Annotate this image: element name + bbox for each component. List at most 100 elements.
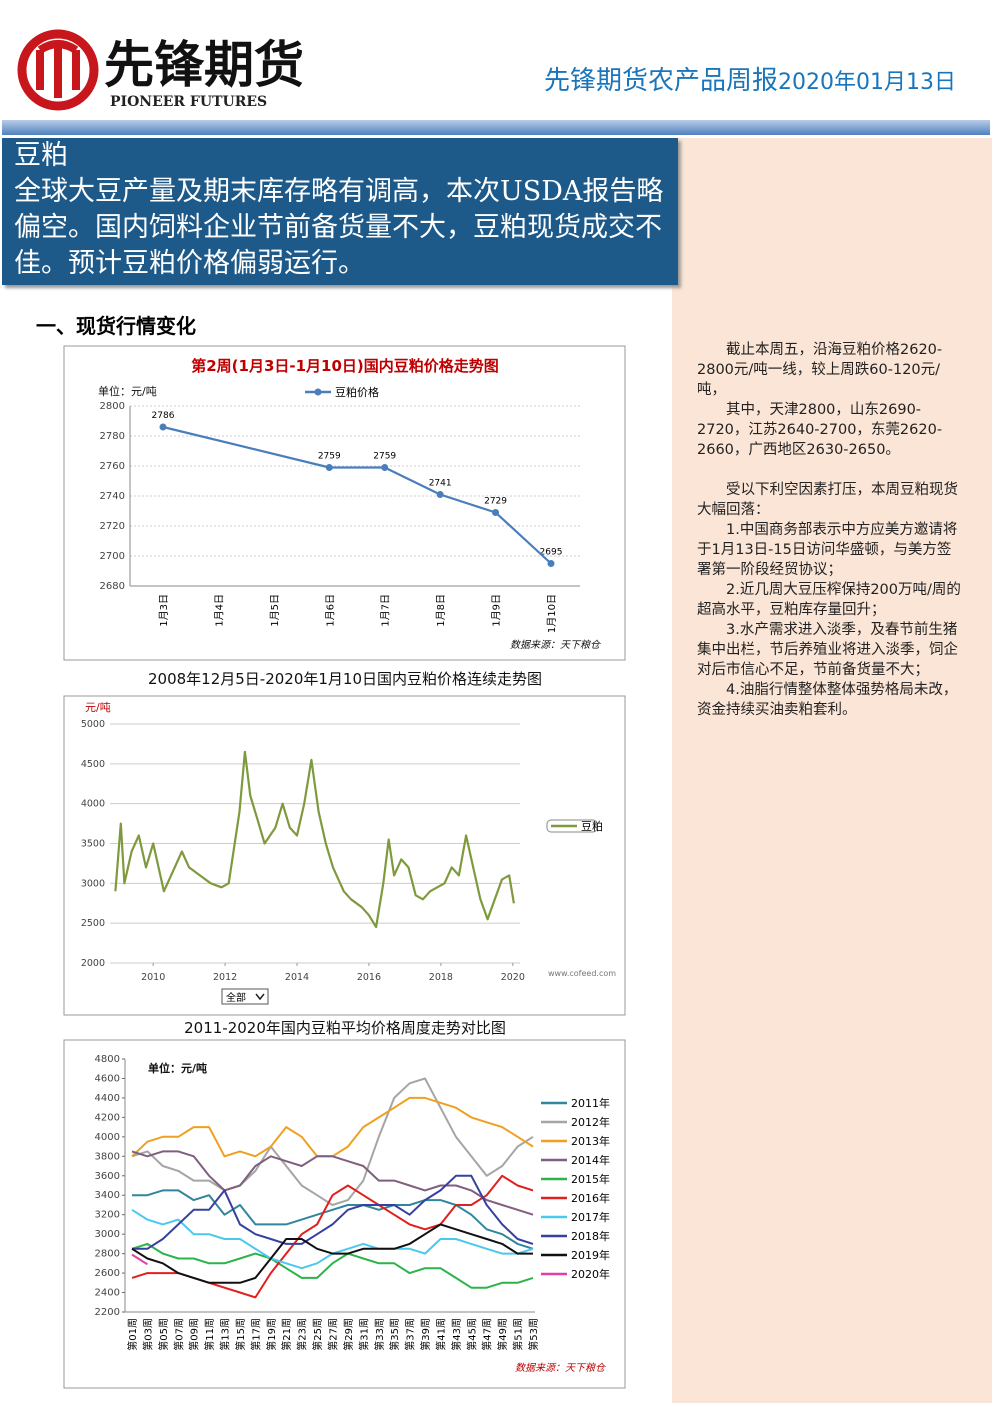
legend-label: 2018年	[571, 1229, 610, 1243]
y-tick-label: 2800	[95, 1249, 120, 1260]
x-tick-label: 第09周	[188, 1318, 201, 1351]
report-name: 先锋期货农产品周报	[544, 66, 779, 96]
y-tick-label: 3000	[95, 1229, 120, 1240]
y-tick-label: 4600	[95, 1073, 120, 1084]
y-tick-label: 5000	[81, 719, 105, 730]
x-tick-label: 1月7日	[380, 594, 392, 627]
x-tick-label: 1月3日	[158, 594, 170, 627]
x-tick-label: 第25周	[311, 1318, 324, 1351]
legend-label: 2020年	[571, 1267, 610, 1281]
source: 数据来源：天下粮仓	[510, 639, 601, 651]
range-label: 全部	[226, 991, 246, 1004]
x-tick-label: 1月5日	[269, 594, 281, 627]
report-date: 2020年01月13日	[778, 70, 956, 95]
x-tick-label: 2012	[213, 972, 237, 983]
value-label: 2695	[540, 548, 563, 558]
y-tick-label: 3600	[95, 1171, 120, 1182]
x-tick-label: 第41周	[434, 1318, 447, 1351]
header-bar	[2, 120, 990, 135]
x-tick-label: 第15周	[234, 1318, 247, 1351]
x-tick-label: 第03周	[141, 1318, 154, 1351]
logo	[17, 29, 99, 111]
x-tick-label: 第07周	[172, 1318, 185, 1351]
series-line	[131, 1077, 534, 1206]
x-tick-label: 1月8日	[435, 594, 447, 627]
logo-cn: 先锋期货	[104, 35, 304, 94]
legend-label: 2015年	[571, 1172, 610, 1186]
y-tick-label: 4800	[95, 1054, 120, 1065]
paragraph: 2.近几周大豆压榨保持200万吨/周的超高水平，豆粕库存量回升；	[697, 582, 961, 618]
x-tick-label: 第11周	[203, 1318, 216, 1351]
series-line	[162, 425, 552, 565]
unit-label: 元/吨	[85, 701, 111, 714]
unit-label: 单位：元/吨	[98, 384, 157, 398]
unit-label: 单位：元/吨	[148, 1061, 207, 1075]
x-tick-label: 第17周	[249, 1318, 262, 1351]
chart-title: 2008年12月5日-2020年1月10日国内豆粕价格连续走势图	[148, 670, 542, 688]
paragraph: 截止本周五，沿海豆粕价格2620-2800元/吨一线，较上周跌60-120元/吨…	[697, 342, 943, 398]
x-tick-label: 第21周	[280, 1318, 293, 1351]
value-label: 2759	[373, 452, 396, 462]
legend-label: 2019年	[571, 1248, 610, 1262]
x-tick-label: 1月10日	[546, 594, 558, 633]
sidebar-text: 截止本周五，沿海豆粕价格2620-2800元/吨一线，较上周跌60-120元/吨…	[697, 340, 965, 720]
y-tick-label: 2760	[100, 461, 125, 472]
summary-box: 豆粕 全球大豆产量及期末库存略有调高，本次USDA报告略偏空。国内饲料企业节前备…	[2, 138, 678, 285]
x-tick-label: 第13周	[219, 1318, 232, 1351]
value-label: 2786	[152, 411, 175, 421]
logo-en: PIONEER FUTURES	[110, 94, 267, 110]
x-tick-label: 2018	[429, 972, 453, 983]
y-tick-label: 2600	[95, 1268, 120, 1279]
x-tick-label: 1月9日	[491, 594, 503, 627]
series-line	[131, 1253, 148, 1266]
x-tick-label: 第23周	[296, 1318, 309, 1351]
series-line	[131, 1242, 534, 1289]
paragraph: 4.油脂行情整体整体强势格局未改，资金持续买油卖粕套利。	[697, 682, 958, 718]
series-line	[131, 1223, 533, 1284]
x-tick-label: 2014	[285, 972, 309, 983]
y-tick-label: 4000	[81, 799, 105, 810]
y-tick-label: 2000	[81, 958, 105, 969]
paragraph: 1.中国商务部表示中方应美方邀请将于1月13日-15日访问华盛顿，与美方签署第一…	[697, 522, 958, 578]
x-tick-label: 第37周	[404, 1318, 417, 1351]
x-tick-label: 第53周	[527, 1318, 540, 1351]
footer: www.cofeed.com	[548, 969, 616, 978]
y-tick-label: 2680	[100, 581, 125, 592]
legend-label: 2017年	[571, 1210, 610, 1224]
paragraph: 受以下利空因素打压，本周豆粕现货大幅回落：	[697, 482, 958, 518]
x-tick-label: 第45周	[465, 1318, 478, 1351]
y-tick-label: 3000	[81, 878, 105, 889]
chart-title: 2011-2020年国内豆粕平均价格周度走势对比图	[184, 1019, 506, 1037]
legend-label: 豆粕	[581, 819, 603, 833]
legend-label: 2014年	[571, 1153, 610, 1167]
series-line	[131, 1150, 534, 1216]
y-tick-label: 2200	[95, 1307, 120, 1318]
x-tick-label: 第47周	[481, 1318, 494, 1351]
legend-marker	[314, 388, 322, 396]
legend-label: 2016年	[571, 1191, 610, 1205]
legend-label: 2011年	[571, 1096, 610, 1110]
value-label: 2741	[429, 479, 452, 489]
legend-label: 2013年	[571, 1134, 610, 1148]
y-tick-label: 2740	[100, 491, 125, 502]
x-tick-label: 2016	[357, 972, 381, 983]
x-tick-label: 2020	[501, 972, 525, 983]
series-line	[132, 1189, 534, 1250]
y-tick-label: 3500	[81, 839, 105, 850]
x-tick-label: 第35周	[388, 1318, 401, 1351]
series-line	[132, 1174, 534, 1250]
chart-title: 第2周(1月3日-1月10日)国内豆粕价格走势图	[191, 357, 499, 375]
y-tick-label: 2800	[100, 401, 125, 412]
y-tick-label: 4400	[95, 1093, 120, 1104]
x-tick-label: 第01周	[126, 1318, 139, 1351]
summary-title: 豆粕	[14, 140, 68, 171]
y-tick-label: 2720	[100, 521, 125, 532]
chart-frame	[63, 695, 626, 1016]
section-title: 一、现货行情变化	[36, 314, 196, 338]
paragraph: 其中，天津2800，山东2690-2720，江苏2640-2700，东莞2620…	[697, 402, 943, 458]
summary-text: 全球大豆产量及期末库存略有调高，本次USDA报告略偏空。国内饲料企业节前备货量不…	[14, 176, 664, 279]
range-select[interactable]	[221, 988, 269, 1005]
y-tick-label: 3200	[95, 1210, 120, 1221]
